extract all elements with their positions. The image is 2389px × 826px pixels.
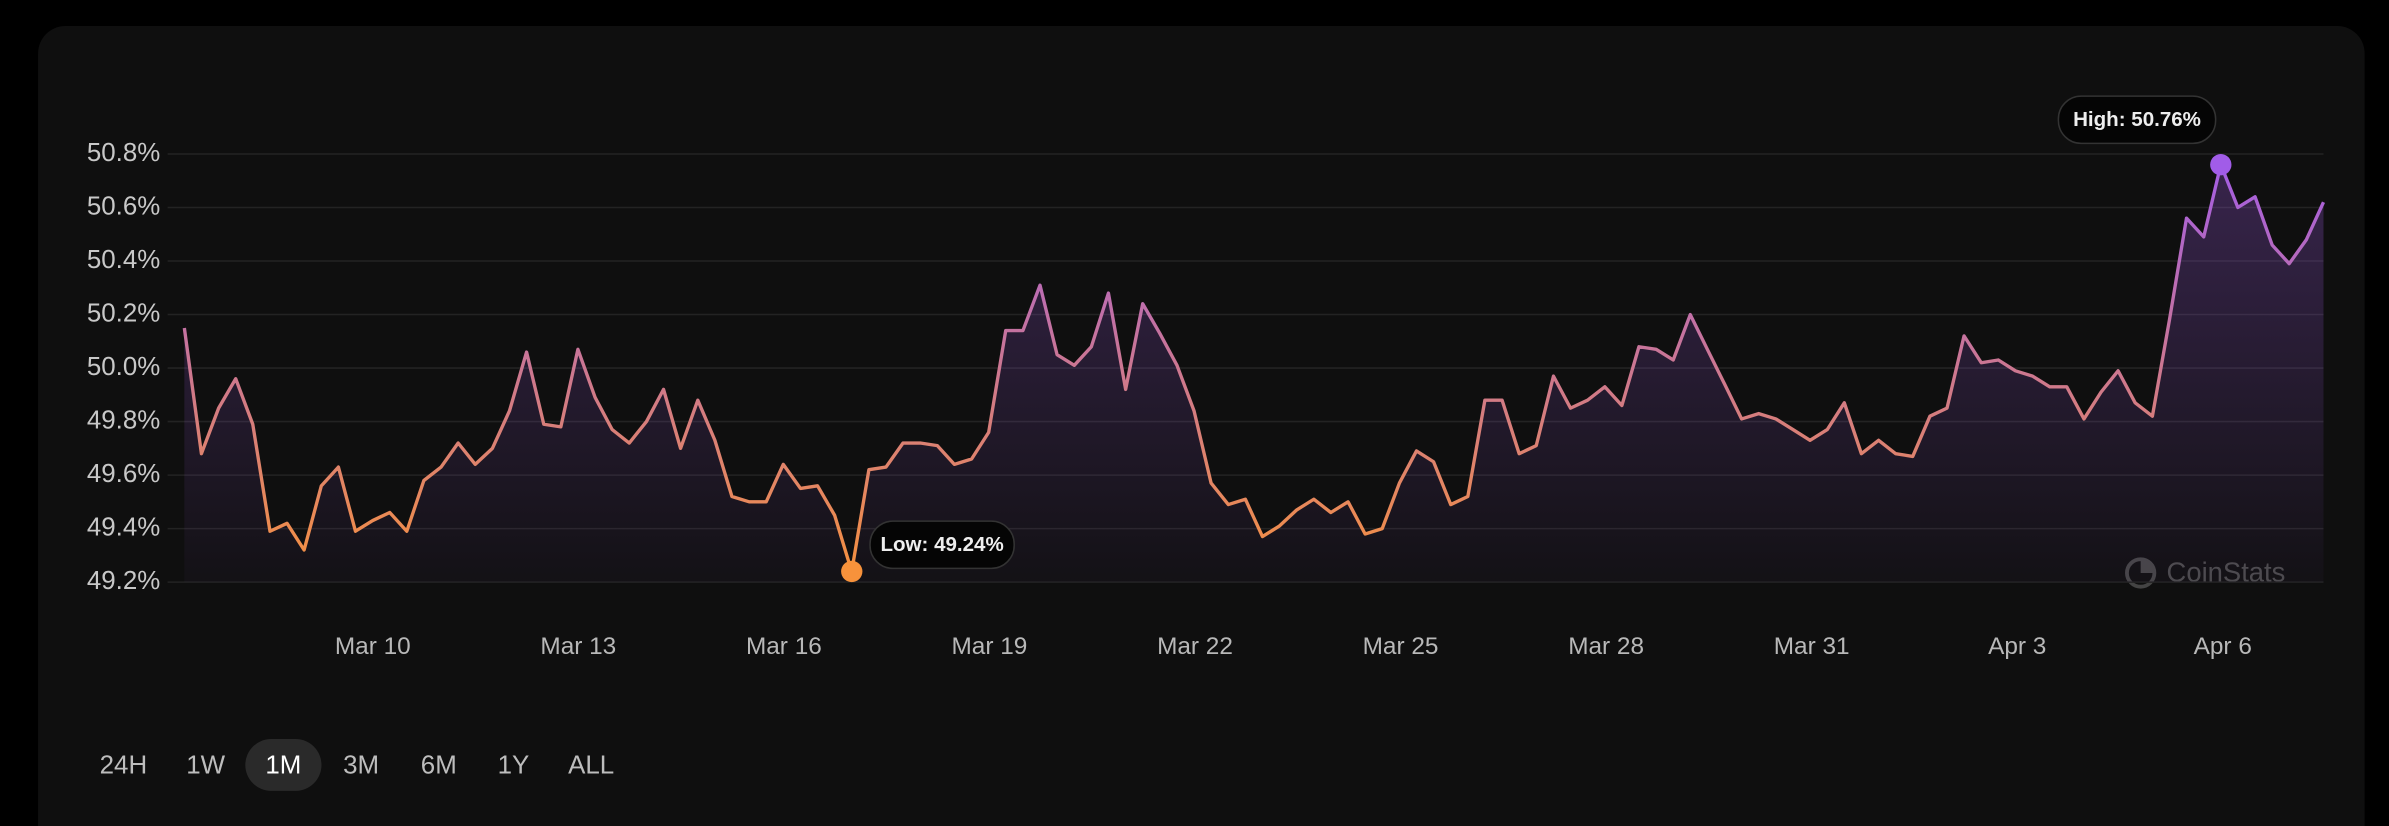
y-tick-label: 49.8%: [87, 406, 160, 434]
x-tick-label: Mar 22: [1157, 633, 1233, 660]
range-button[interactable]: ALL: [568, 751, 614, 779]
range-button[interactable]: 1M: [245, 739, 322, 791]
annotation-label: Low: 49.24%: [880, 533, 1003, 556]
y-tick-label: 50.0%: [87, 353, 160, 381]
range-button-label: 6M: [421, 751, 457, 779]
annotation-box: [869, 520, 1015, 570]
range-button-label: 24H: [100, 751, 147, 779]
range-button-label: 1M: [265, 751, 301, 779]
x-tick-label: Mar 28: [1568, 633, 1644, 660]
card: [38, 26, 2365, 826]
range-button[interactable]: 1Y: [498, 751, 530, 779]
x-tick-label: Mar 16: [746, 633, 822, 660]
y-tick-label: 50.8%: [87, 139, 160, 167]
range-button-label: 1W: [186, 751, 225, 779]
y-tick-label: 50.6%: [87, 192, 160, 220]
y-tick-label: 49.6%: [87, 460, 160, 488]
y-tick-label: 49.4%: [87, 513, 160, 541]
x-tick-label: Mar 31: [1774, 633, 1850, 660]
annotation-box: [2057, 95, 2217, 145]
extreme-dot: [2210, 154, 2232, 176]
extreme-dot: [841, 560, 863, 583]
range-button[interactable]: 1W: [186, 751, 225, 779]
line: [182, 162, 2326, 574]
range-button[interactable]: 3M: [343, 751, 379, 779]
x-tick-label: Apr 3: [1988, 633, 2046, 660]
range-button-label: 1Y: [498, 751, 530, 779]
x-tick-label: Mar 13: [540, 633, 616, 660]
area: [184, 164, 2324, 583]
range-button[interactable]: 6M: [421, 751, 457, 779]
range-button[interactable]: 24H: [100, 751, 147, 779]
y-tick-label: 50.2%: [87, 299, 160, 327]
x-tick-label: Mar 19: [952, 633, 1028, 660]
annotation-label: High: 50.76%: [2073, 108, 2201, 131]
range-button-label: 3M: [343, 751, 379, 779]
range-button-bg: [245, 739, 322, 791]
x-tick-label: Mar 25: [1363, 633, 1439, 660]
y-tick-label: 49.2%: [87, 567, 160, 595]
range-button-label: ALL: [568, 751, 614, 779]
x-tick-label: Mar 10: [335, 633, 411, 660]
x-tick-label: Apr 6: [2194, 633, 2252, 660]
y-tick-label: 50.4%: [87, 246, 160, 274]
